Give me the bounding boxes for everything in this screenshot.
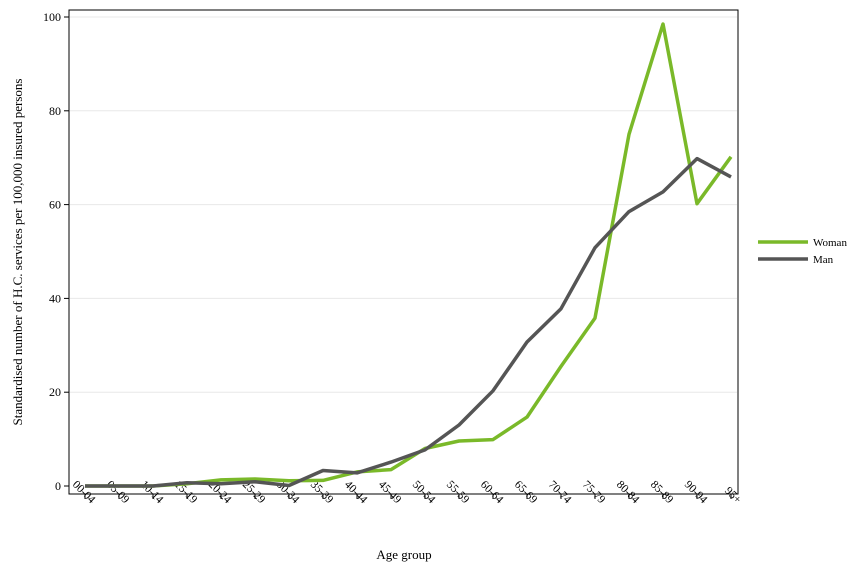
x-tick-label: 75-79 (580, 479, 608, 507)
x-tick-label: 35-39 (308, 479, 336, 507)
x-axis-label: Age group (376, 547, 431, 562)
x-tick-label: 00-04 (70, 479, 98, 507)
y-tick-label: 20 (49, 385, 61, 399)
series-line-woman (85, 22, 733, 488)
x-tick-label: 85-89 (648, 479, 676, 507)
y-tick-label: 80 (49, 104, 61, 118)
y-tick-label: 0 (55, 479, 61, 493)
x-tick-label: 60-64 (478, 479, 506, 507)
legend: Woman Man (758, 237, 847, 266)
plot-frame (68, 9, 739, 495)
x-tick-label: 05-09 (104, 479, 132, 507)
legend-label: Man (813, 254, 834, 266)
x-tick-label: 40-44 (342, 479, 370, 507)
y-tick-label: 40 (49, 291, 61, 305)
y-tick-label: 60 (49, 198, 61, 212)
gridlines (70, 16, 737, 393)
series-line-man (85, 156, 732, 488)
x-tick-label: 10-14 (138, 479, 166, 507)
x-tick-label: 50-54 (410, 479, 438, 507)
x-tick-label: 65-69 (512, 479, 540, 507)
x-tick-label: 45-49 (376, 479, 404, 507)
x-tick-label: 80-84 (614, 479, 642, 507)
x-tick-label: 90-94 (682, 479, 710, 507)
plot-lines (85, 22, 733, 488)
x-tick-label: 55-59 (444, 479, 472, 507)
y-axis: 0 20 40 60 80 100 (43, 10, 69, 493)
x-tick-label: 95+ (722, 485, 743, 506)
y-tick-label: 100 (43, 10, 61, 24)
x-tick-label: 70-74 (546, 479, 574, 507)
legend-label: Woman (813, 237, 847, 249)
y-axis-label: Standardised number of H.C. services per… (10, 79, 25, 426)
